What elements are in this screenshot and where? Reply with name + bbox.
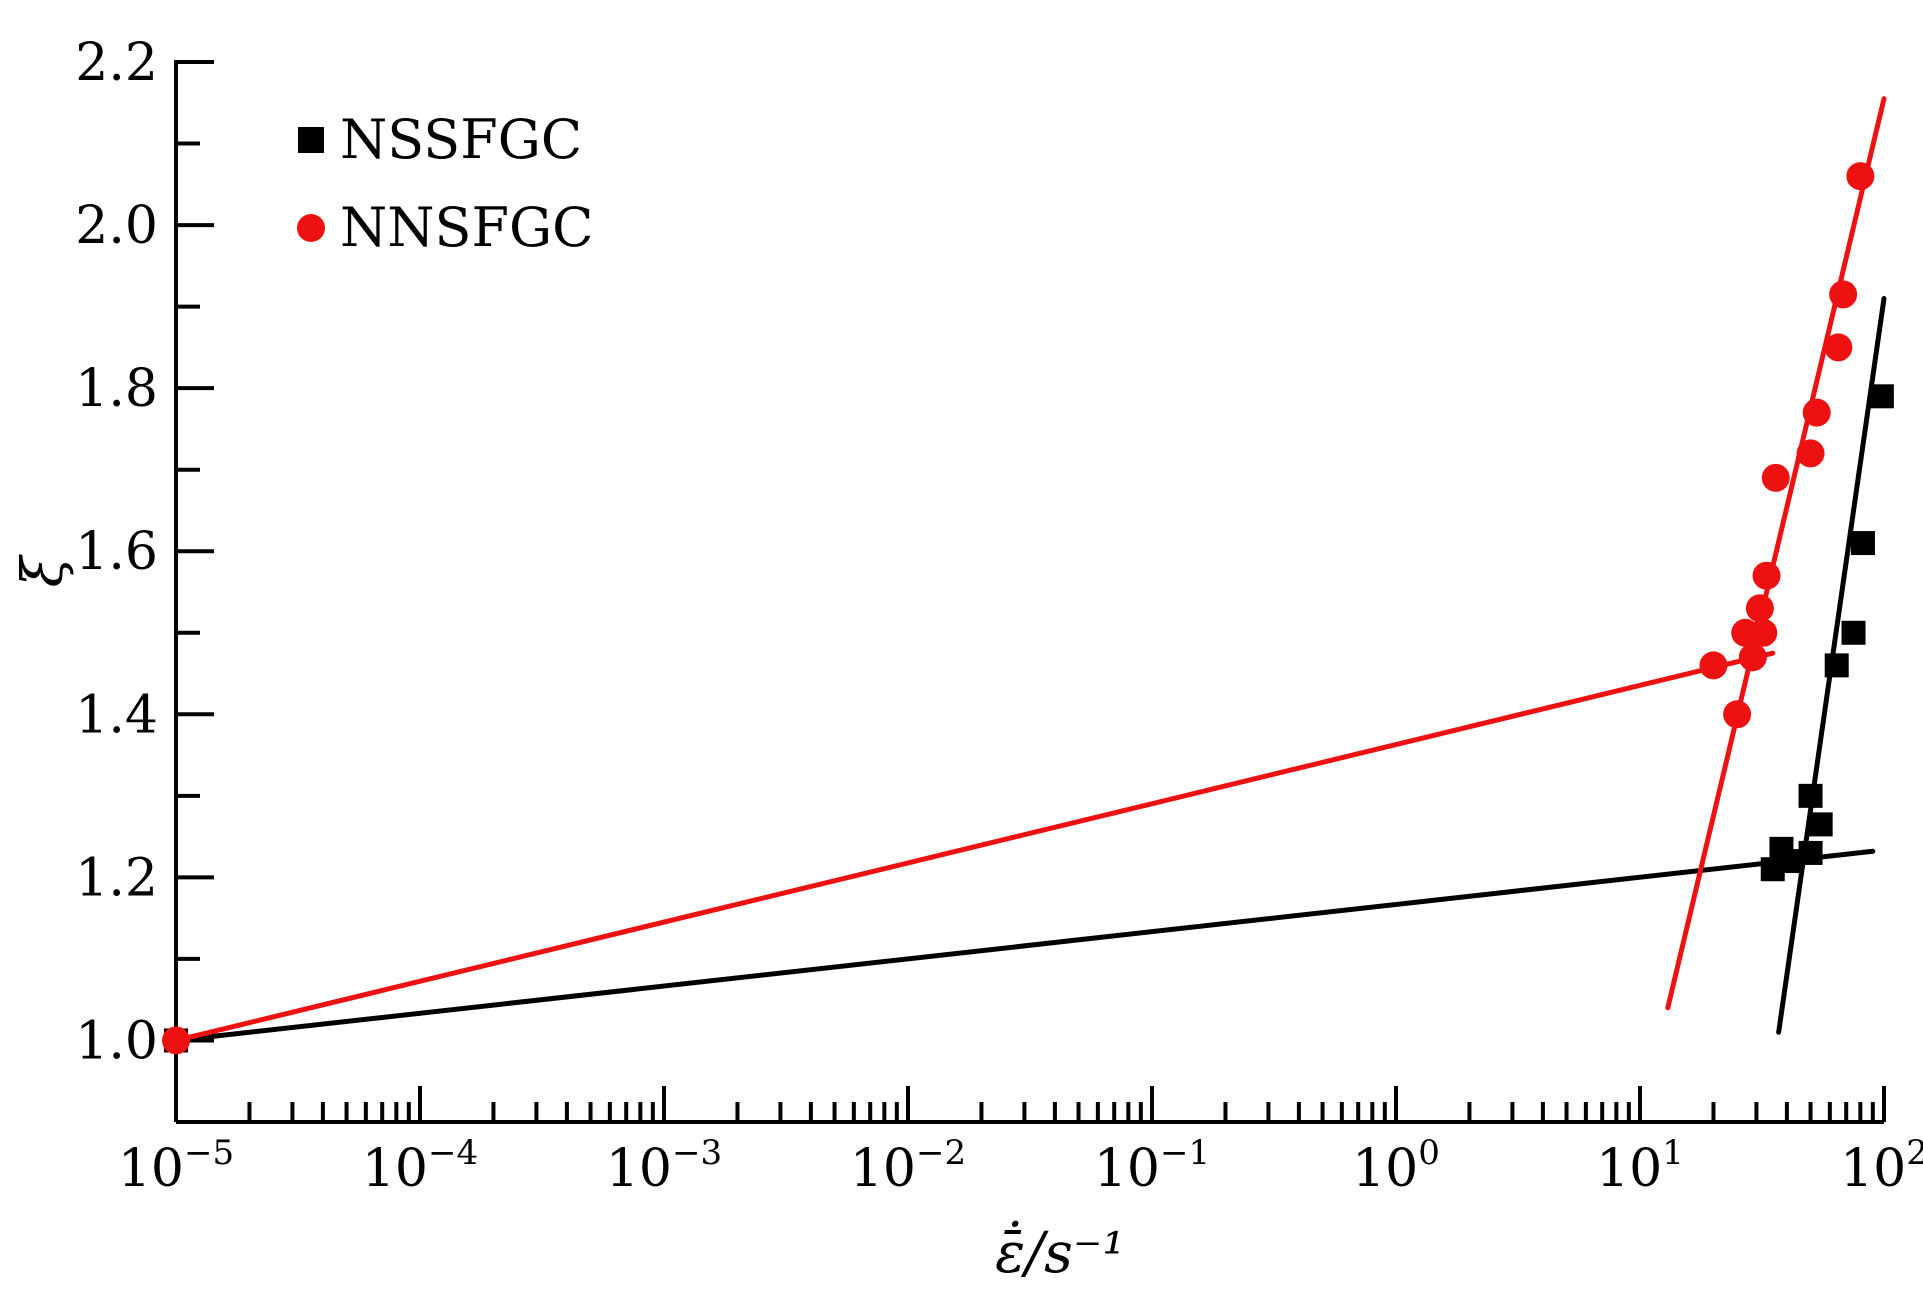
y-tick-label: 2.2	[75, 33, 158, 93]
data-point	[162, 1026, 190, 1055]
data-point	[1824, 653, 1849, 678]
data-points	[162, 162, 1894, 1055]
fit-line	[173, 650, 1776, 1043]
y-axis-title: ξ	[11, 553, 76, 587]
x-axis-title: ε̄̇/s⁻¹	[995, 1220, 1125, 1286]
legend-marker	[298, 127, 324, 153]
x-tick-label: 10−3	[606, 1133, 722, 1199]
data-point	[1802, 398, 1831, 427]
data-point	[1829, 280, 1858, 309]
data-point	[1846, 162, 1875, 191]
axis-titles: ε̄̇/s⁻¹ ξ	[11, 553, 1125, 1286]
data-point	[1761, 463, 1790, 492]
y-tick-label: 1.2	[75, 848, 158, 908]
legend: NSSFGC NNSFGC	[297, 108, 593, 259]
data-point	[1752, 561, 1781, 590]
data-point	[1798, 783, 1823, 808]
data-point	[1796, 439, 1825, 468]
tick-labels: 1.0 1.2 1.4 1.6 1.8 2.0 2.2 10−5 10−4 10−3 10−2 10−…	[75, 33, 1923, 1199]
y-tick-label: 2.0	[75, 196, 158, 256]
data-point	[1808, 812, 1833, 837]
legend-marker	[297, 214, 325, 242]
data-point	[1723, 700, 1752, 729]
fit-line	[1665, 96, 1887, 1011]
x-tick-label: 102	[1840, 1133, 1923, 1199]
x-tick-label: 10−2	[850, 1133, 966, 1199]
data-point	[1869, 384, 1894, 409]
fit-line	[173, 848, 1876, 1043]
x-tick-label: 10−1	[1094, 1133, 1210, 1199]
x-tick-label: 10−5	[118, 1133, 234, 1199]
data-point	[1841, 620, 1866, 645]
y-tick-label: 1.6	[75, 522, 158, 582]
data-point	[1798, 840, 1823, 865]
data-point	[1850, 531, 1875, 556]
y-tick-label: 1.8	[75, 359, 158, 419]
y-tick-label: 1.4	[75, 685, 158, 745]
data-point	[1749, 618, 1778, 647]
x-tick-label: 10−4	[362, 1133, 478, 1199]
y-tick-label: 1.0	[75, 1011, 158, 1071]
legend-label: NNSFGC	[340, 196, 593, 259]
data-point	[1824, 333, 1853, 362]
data-point	[1738, 643, 1767, 672]
axes	[174, 60, 1886, 1124]
legend-label: NSSFGC	[340, 108, 582, 171]
data-point	[1699, 651, 1728, 680]
data-point	[1745, 594, 1774, 623]
x-tick-label: 101	[1596, 1133, 1684, 1199]
fit-lines	[173, 96, 1887, 1043]
x-tick-label: 100	[1352, 1133, 1440, 1199]
